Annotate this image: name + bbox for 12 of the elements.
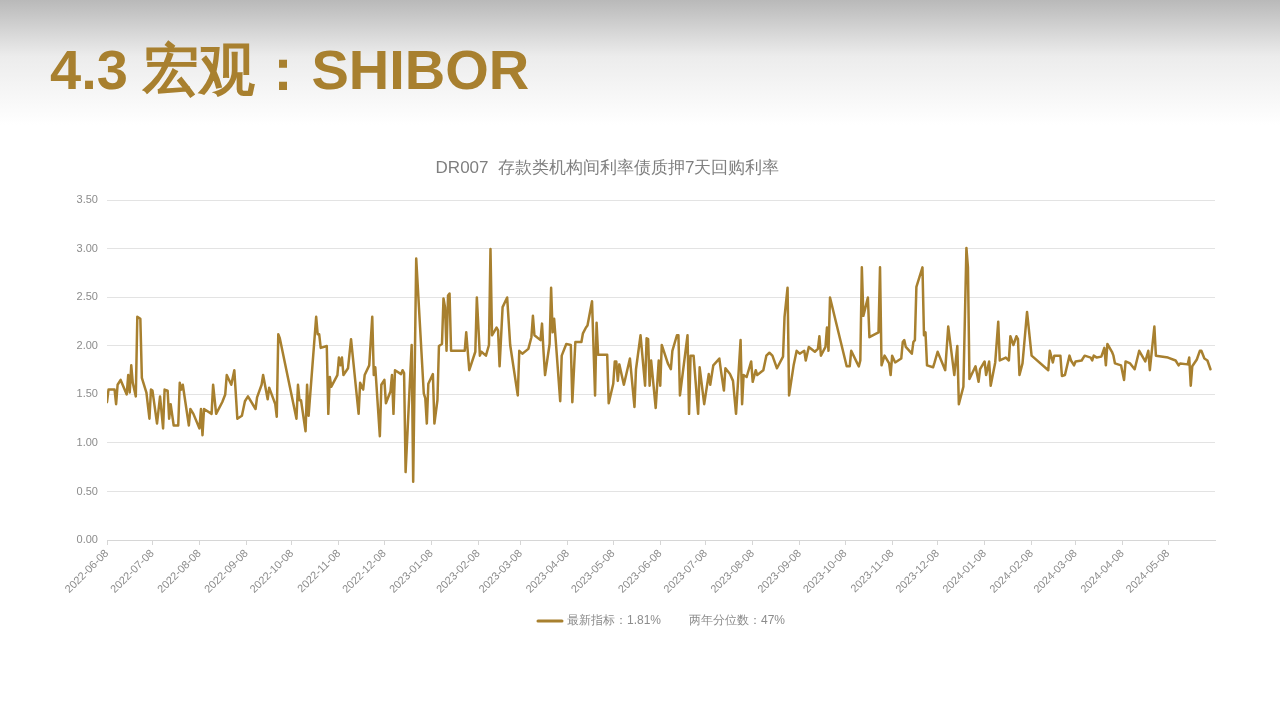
y-tick-label: 2.00	[76, 338, 98, 351]
y-tick-label: 0.50	[76, 484, 98, 497]
chart-title: 4.3 宏观：SHIBOR	[50, 37, 530, 103]
y-tick-label: 3.50	[76, 193, 98, 206]
legend-label: 最新指标：1.81%	[566, 613, 662, 628]
chart-subtitle: DR007 存款类机构间利率债质押7天回购利率	[435, 157, 780, 177]
y-tick-label: 3.00	[76, 241, 98, 254]
text: 两年分位数：47%	[689, 613, 786, 628]
y-tick-label: 2.50	[76, 290, 98, 303]
y-tick-label: 1.50	[76, 387, 98, 400]
y-tick-label: 0.00	[76, 533, 98, 546]
y-tick-label: 1.00	[76, 436, 98, 448]
